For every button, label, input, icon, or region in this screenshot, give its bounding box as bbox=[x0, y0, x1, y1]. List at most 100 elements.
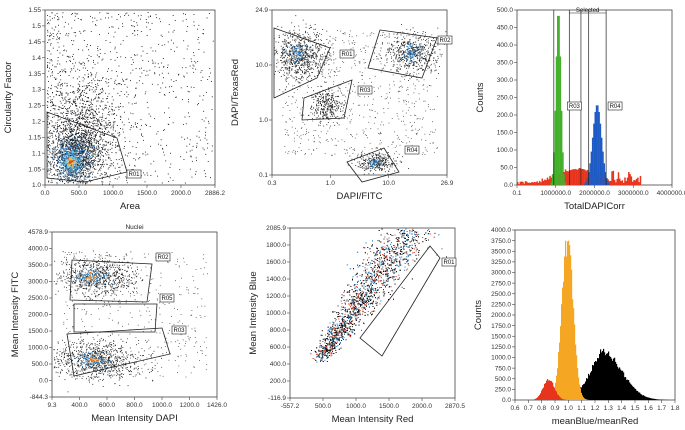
scatter-point bbox=[95, 149, 97, 151]
scatter-point bbox=[47, 156, 49, 158]
scatter-point bbox=[380, 71, 382, 73]
scatter-point bbox=[83, 117, 84, 119]
scatter-point bbox=[285, 151, 287, 153]
scatter-point bbox=[318, 93, 320, 95]
scatter-point bbox=[97, 163, 98, 165]
scatter-point bbox=[74, 166, 76, 168]
scatter-point bbox=[72, 149, 74, 151]
scatter-point bbox=[86, 156, 87, 158]
scatter-point bbox=[396, 64, 398, 66]
scatter-point bbox=[80, 150, 82, 152]
scatter-point bbox=[120, 43, 122, 45]
scatter-point bbox=[418, 73, 420, 74]
scatter-point bbox=[298, 62, 300, 63]
scatter-point bbox=[55, 66, 57, 68]
scatter-point bbox=[59, 145, 61, 147]
scatter-point bbox=[315, 39, 317, 40]
scatter-point bbox=[111, 133, 112, 135]
scatter-point bbox=[74, 164, 76, 166]
scatter-point bbox=[68, 141, 70, 143]
scatter-point bbox=[98, 150, 100, 152]
scatter-point bbox=[72, 176, 74, 178]
scatter-point bbox=[87, 76, 89, 77]
scatter-point bbox=[315, 28, 316, 30]
scatter-point bbox=[56, 153, 57, 154]
scatter-point bbox=[120, 172, 122, 174]
scatter-point bbox=[73, 101, 75, 102]
scatter-point bbox=[315, 117, 317, 119]
scatter-point bbox=[63, 107, 64, 109]
scatter-point bbox=[100, 124, 102, 126]
scatter-point bbox=[291, 69, 293, 71]
scatter-point bbox=[405, 75, 407, 77]
scatter-point bbox=[87, 162, 89, 164]
scatter-point bbox=[94, 153, 96, 155]
scatter-point bbox=[58, 135, 60, 137]
scatter-point bbox=[382, 42, 383, 44]
scatter-point bbox=[62, 132, 64, 134]
scatter-point bbox=[57, 169, 59, 171]
scatter-point bbox=[71, 151, 73, 153]
scatter-point bbox=[117, 145, 119, 146]
scatter-point bbox=[110, 51, 111, 53]
scatter-point bbox=[73, 149, 75, 151]
scatter-point bbox=[321, 73, 323, 75]
scatter-point bbox=[65, 113, 67, 114]
scatter-point bbox=[52, 104, 54, 106]
scatter-point bbox=[118, 106, 120, 108]
scatter-point bbox=[289, 72, 290, 74]
scatter-point bbox=[344, 33, 346, 35]
scatter-point bbox=[314, 76, 316, 78]
scatter-point bbox=[68, 146, 69, 148]
scatter-point bbox=[436, 69, 437, 71]
scatter-point bbox=[93, 150, 95, 152]
scatter-point bbox=[69, 99, 71, 100]
scatter-point bbox=[96, 156, 98, 157]
scatter-point bbox=[154, 170, 156, 172]
scatter-point bbox=[166, 144, 167, 146]
scatter-point bbox=[80, 32, 82, 34]
scatter-point bbox=[72, 154, 74, 156]
scatter-point bbox=[79, 63, 81, 65]
scatter-point bbox=[379, 139, 381, 141]
scatter-point bbox=[309, 69, 310, 70]
scatter-point bbox=[280, 45, 282, 47]
scatter-point bbox=[73, 129, 75, 131]
scatter-point bbox=[98, 111, 100, 113]
scatter-point bbox=[189, 65, 191, 67]
scatter-point bbox=[82, 148, 84, 150]
scatter-point bbox=[132, 69, 134, 71]
scatter-point bbox=[147, 74, 149, 76]
scatter-point bbox=[301, 49, 303, 51]
scatter-point bbox=[65, 126, 66, 128]
scatter-point bbox=[101, 165, 102, 167]
scatter-point bbox=[80, 133, 82, 135]
scatter-point bbox=[66, 113, 68, 114]
scatter-point bbox=[94, 139, 95, 141]
scatter-point bbox=[75, 141, 77, 143]
scatter-point bbox=[150, 16, 151, 17]
scatter-point bbox=[369, 116, 371, 118]
scatter-point bbox=[128, 102, 130, 104]
scatter-point bbox=[62, 164, 64, 166]
scatter-point bbox=[331, 138, 332, 140]
scatter-point bbox=[59, 166, 61, 168]
scatter-point bbox=[53, 166, 54, 168]
scatter-point bbox=[74, 142, 76, 144]
scatter-point bbox=[422, 118, 423, 120]
scatter-point bbox=[63, 138, 65, 140]
scatter-point bbox=[408, 107, 410, 109]
scatter-point bbox=[326, 139, 328, 140]
scatter-point bbox=[308, 66, 310, 67]
scatter-point bbox=[79, 167, 81, 169]
scatter-point bbox=[77, 122, 78, 123]
scatter-point bbox=[105, 40, 107, 41]
scatter-point bbox=[329, 40, 331, 42]
scatter-point bbox=[311, 78, 312, 80]
scatter-point bbox=[51, 181, 53, 183]
scatter-point bbox=[436, 77, 437, 79]
scatter-point bbox=[391, 61, 392, 62]
scatter-point bbox=[58, 151, 60, 153]
scatter-point bbox=[62, 108, 63, 109]
